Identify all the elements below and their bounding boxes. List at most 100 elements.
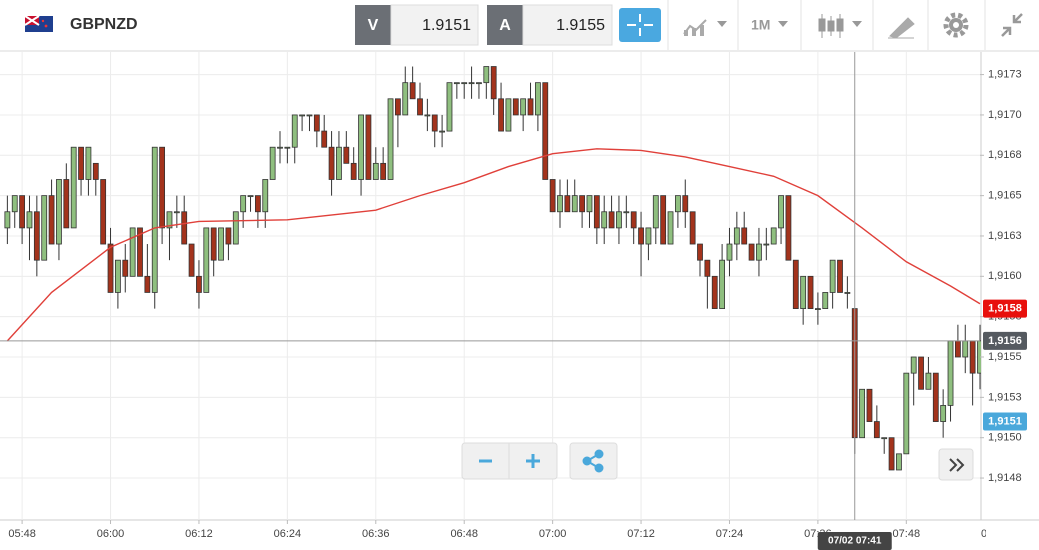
zoom-controls [461, 442, 974, 481]
ask-box[interactable] [522, 4, 613, 46]
candle-body [638, 227, 644, 245]
candle-body [918, 356, 924, 390]
candle-body [247, 195, 254, 198]
collapse-button[interactable] [1001, 13, 1023, 37]
price-axis: 1,9173 1,9170 1,9168 1,9165 1,9163 1,9160 1,91… [980, 68, 1022, 484]
y-tick-label: 1,9173 [988, 68, 1022, 80]
candle-body [726, 243, 733, 261]
y-tick-label: 1,9148 [988, 472, 1022, 484]
x-tick-label: 06:12 [185, 528, 213, 540]
price-label-box [983, 299, 1027, 318]
candle-body [579, 195, 586, 213]
candle-body [940, 405, 947, 422]
candle-body [188, 243, 195, 277]
x-tick-label: 07:48 [893, 528, 921, 540]
candle-body [144, 275, 151, 293]
zoom-in-button[interactable] [526, 454, 540, 468]
timeframe[interactable]: 1M [751, 17, 770, 33]
candle-body [623, 211, 630, 214]
candle-body [85, 146, 92, 180]
candle-body [763, 243, 770, 246]
candle-body [903, 372, 910, 455]
candle-body [387, 98, 394, 180]
candle-body [792, 259, 799, 309]
bid-price: 1.9151 [422, 17, 471, 34]
flag [24, 15, 53, 32]
candle-body [196, 275, 202, 293]
candle-body [674, 195, 681, 213]
draw-button[interactable] [888, 17, 915, 39]
candle-body [925, 372, 932, 390]
candle-body [527, 98, 534, 116]
candle-body [313, 114, 320, 132]
candle-body [291, 114, 298, 148]
crosshair-button[interactable] [619, 8, 661, 42]
candle-body [741, 227, 748, 245]
candle-body [601, 211, 608, 229]
crosshair-icon [627, 14, 653, 36]
candle-body [564, 195, 571, 213]
y-tick-label: 1,9150 [988, 432, 1022, 444]
candle-body [11, 195, 18, 213]
candle-body [505, 98, 512, 132]
candle-body [660, 195, 667, 245]
toolbar: GBPNZD V 1.9151 A 1.9155 1M [0, 0, 1039, 52]
candle-body [896, 453, 902, 471]
candle-body [100, 179, 107, 245]
candle-body [814, 308, 821, 310]
candle-body [114, 259, 121, 293]
share-button[interactable] [569, 442, 618, 480]
candle-body [719, 259, 726, 309]
settings-button[interactable] [943, 12, 969, 38]
candle-body [778, 195, 784, 229]
candle-body [173, 211, 180, 214]
candle-body [910, 356, 917, 374]
candle-body [107, 243, 114, 293]
candle-body [682, 195, 689, 213]
candle-body [159, 146, 166, 229]
bid-box[interactable] [390, 4, 479, 46]
y-tick-label: 1,9163 [988, 230, 1022, 242]
candle-body [593, 195, 600, 229]
candle-body [822, 292, 829, 309]
candle-body [520, 98, 527, 116]
candle-body [571, 195, 578, 213]
candle-body [33, 211, 40, 261]
candle-body [748, 243, 755, 261]
candle-body [498, 98, 504, 132]
candle-body [483, 66, 490, 84]
candle-body [616, 211, 622, 229]
candle-body [78, 146, 84, 180]
chart-type-button[interactable] [683, 19, 727, 36]
y-tick-label: 1,9165 [988, 190, 1022, 202]
candle-body [667, 211, 674, 245]
candle-body [284, 146, 291, 149]
bid-label: V [368, 17, 379, 34]
candle-body [56, 179, 62, 245]
candle-body [166, 211, 173, 229]
candle-body [866, 388, 873, 422]
candle-body [372, 162, 379, 180]
candle-body [151, 146, 158, 293]
candle-body [358, 114, 364, 180]
candle-body [203, 227, 210, 293]
y-tick-label: 1,9153 [988, 391, 1022, 403]
x-tick-label: 06:36 [362, 528, 390, 540]
candle-body [557, 195, 563, 213]
candle-body [417, 98, 423, 116]
candle-body [837, 259, 843, 293]
candles-button[interactable] [818, 14, 862, 38]
price-label-box [983, 412, 1027, 431]
candle-body [697, 243, 703, 261]
candle-body [181, 211, 188, 245]
y-tick-label: 1,9155 [988, 351, 1022, 363]
x-tick-label: 07:24 [716, 528, 744, 540]
candle-body [461, 82, 468, 85]
candle-body [947, 340, 954, 406]
candle-body [306, 114, 313, 117]
candle-body [424, 114, 431, 117]
candle-body [439, 130, 446, 133]
candle-body [365, 114, 372, 180]
symbol: GBPNZD [70, 16, 138, 33]
candle-body [542, 82, 549, 180]
